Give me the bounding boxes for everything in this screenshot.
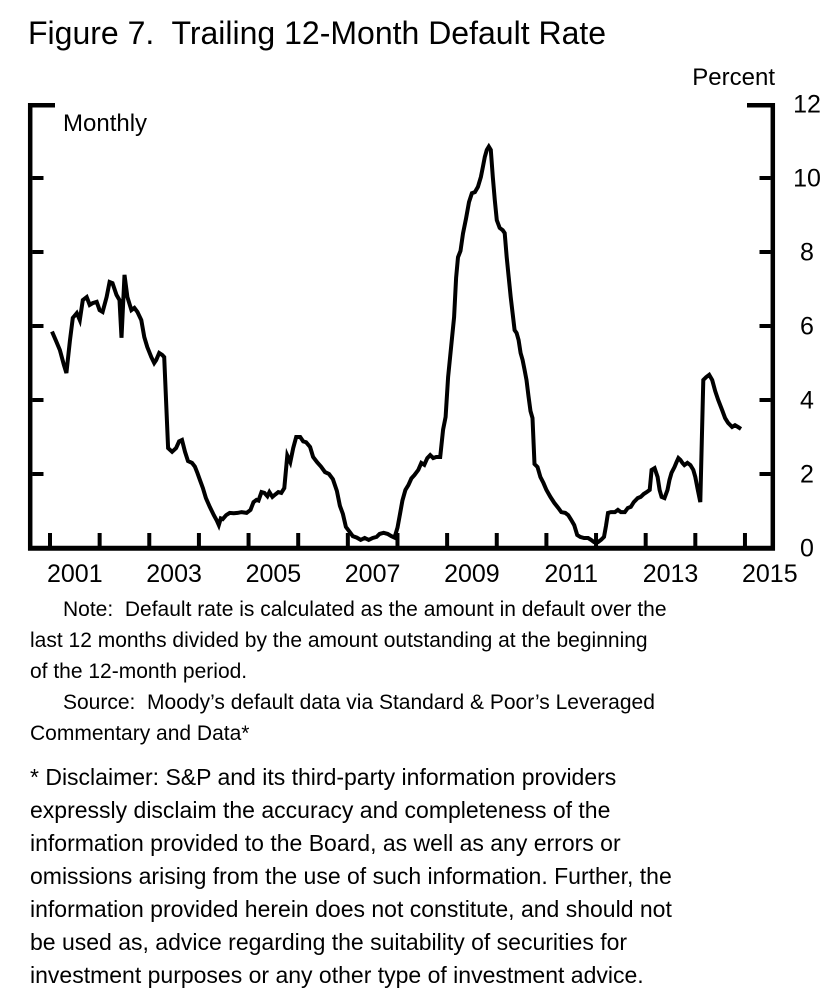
figure-title: Figure 7. Trailing 12-Month Default Rate [28, 15, 607, 51]
x-axis-label: 2003 [146, 560, 202, 588]
y-axis-label: 6 [800, 313, 814, 341]
frequency-label: Monthly [63, 110, 148, 137]
y-axis-unit-label: Percent [692, 64, 775, 91]
source-text: Source: Moody’s default data via Standar… [30, 691, 655, 745]
note-text: Note: Default rate is calculated as the … [30, 598, 667, 683]
y-axis-label: 2 [800, 461, 814, 489]
y-axis-label: 12 [793, 91, 821, 119]
disclaimer-text: * Disclaimer: S&P and its third-party in… [30, 764, 672, 988]
chart-area: 2001 2003 2005 2007 2009 2011 2013 2015 0 2 4 6 8 10 1… [27, 64, 821, 588]
x-axis-label: 2011 [544, 560, 598, 588]
y-axis-label: 8 [800, 239, 814, 267]
y-axis-label: 4 [800, 387, 814, 415]
y-axis-label: 10 [793, 165, 821, 193]
x-axis-label: 2001 [47, 560, 103, 588]
note-block: Note: Default rate is calculated as the … [30, 594, 800, 749]
x-axis-label: 2007 [345, 560, 401, 588]
x-axis-label: 2013 [643, 560, 699, 588]
x-axis-label: 2009 [444, 560, 500, 588]
y-axis-label: 0 [800, 535, 814, 563]
x-axis-label: 2015 [742, 560, 798, 588]
default-rate-line [50, 142, 743, 545]
x-axis-label: 2005 [246, 560, 302, 588]
